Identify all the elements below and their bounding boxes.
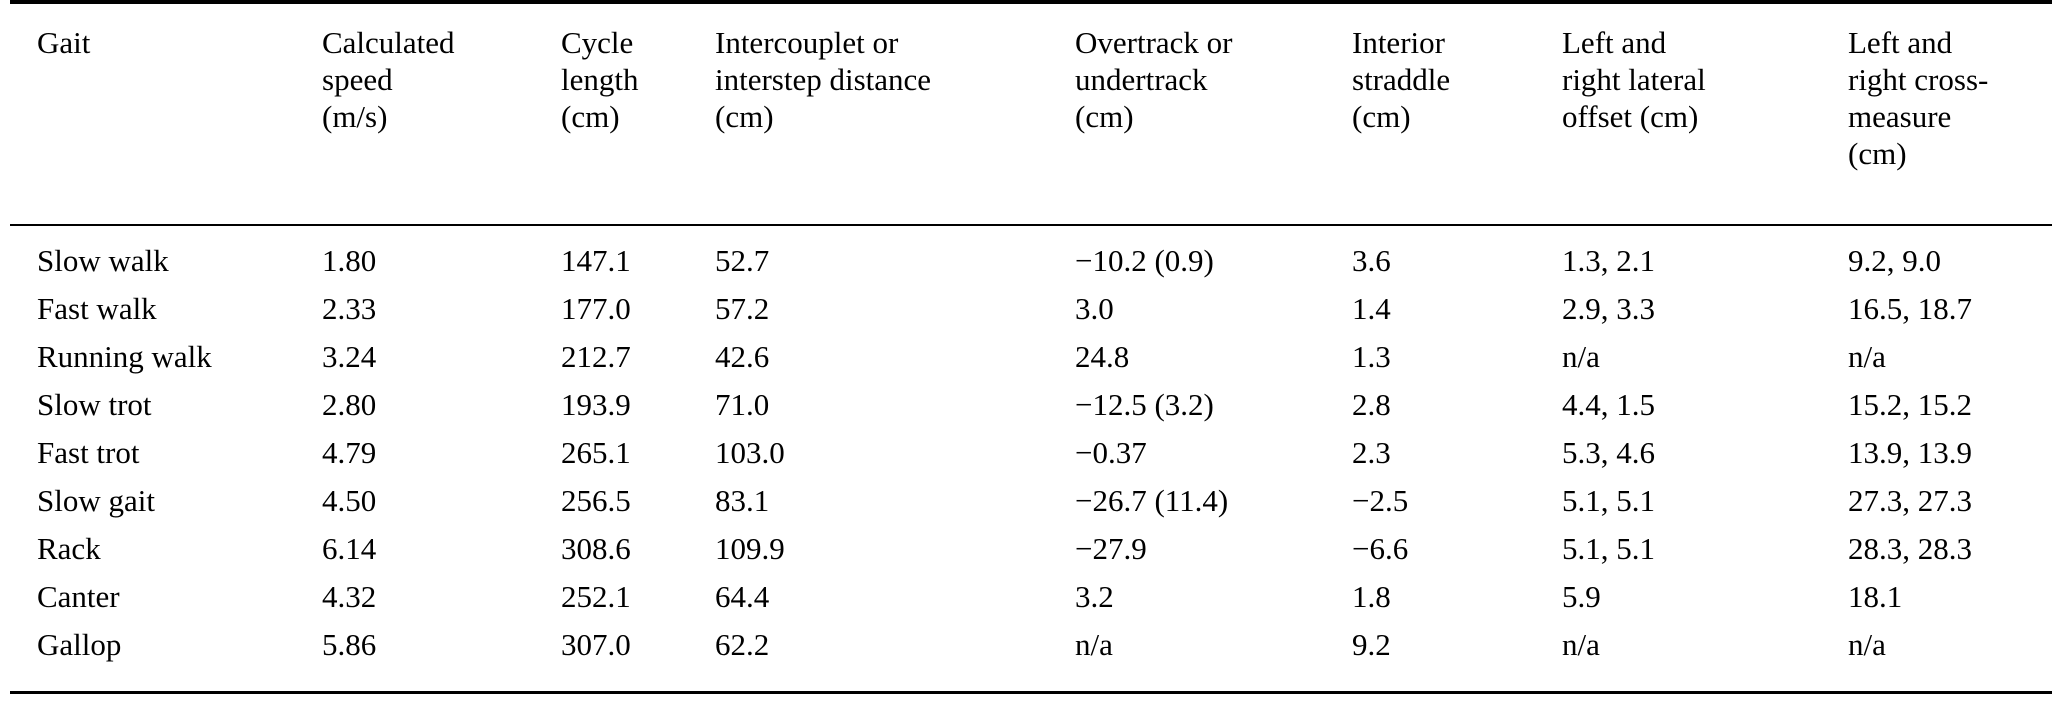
- data-cell: 2.33: [322, 291, 377, 326]
- data-cell: 2.8: [1352, 387, 1391, 422]
- data-cell: 256.5: [561, 483, 631, 518]
- data-cell: 5.1, 5.1: [1562, 531, 1655, 566]
- row-header-gait: Fast walk: [37, 291, 157, 326]
- data-cell: n/a: [1562, 339, 1600, 374]
- data-cell: −26.7 (11.4): [1075, 483, 1229, 518]
- table-row: Canter 4.32 252.1 64.4 3.2 1.8 5.9 18.1: [10, 573, 2052, 621]
- column-header-speed: Calculated speed (m/s): [322, 25, 455, 134]
- column-header-cycle-length: Cycle length (cm): [561, 25, 639, 134]
- data-cell: 2.80: [322, 387, 377, 422]
- column-header-lateral-offset: Left and right lateral offset (cm): [1562, 25, 1706, 134]
- data-cell: −12.5 (3.2): [1075, 387, 1214, 422]
- column-header-gait: Gait: [37, 25, 91, 60]
- data-cell: 3.6: [1352, 243, 1391, 278]
- data-cell: 265.1: [561, 435, 631, 470]
- data-cell: 307.0: [561, 627, 631, 662]
- table-row: Rack 6.14 308.6 109.9 −27.9 −6.6 5.1, 5.1 28.3,…: [10, 525, 2052, 573]
- data-cell: 109.9: [715, 531, 785, 566]
- data-cell: 177.0: [561, 291, 631, 326]
- table-header: Gait Calculated speed (m/s) Cycle length…: [10, 2, 2052, 225]
- data-cell: 83.1: [715, 483, 770, 518]
- table-row: Fast trot 4.79 265.1 103.0 −0.37 2.3 5.3, 4.6 1…: [10, 429, 2052, 477]
- table-body: Slow walk 1.80 147.1 52.7 −10.2 (0.9) 3.6 1.3,…: [10, 225, 2052, 693]
- data-cell: 52.7: [715, 243, 770, 278]
- row-header-gait: Gallop: [37, 627, 122, 662]
- row-header-gait: Slow trot: [37, 387, 152, 422]
- row-header-gait: Rack: [37, 531, 101, 566]
- data-cell: 147.1: [561, 243, 631, 278]
- data-cell: −10.2 (0.9): [1075, 243, 1214, 278]
- data-cell: 24.8: [1075, 339, 1130, 374]
- table-row: Running walk 3.24 212.7 42.6 24.8 1.3 n/a n/a: [10, 333, 2052, 381]
- row-header-gait: Slow walk: [37, 243, 169, 278]
- data-cell: 1.8: [1352, 579, 1391, 614]
- data-cell: 4.32: [322, 579, 377, 614]
- data-cell: 13.9, 13.9: [1848, 435, 1972, 470]
- data-cell: 42.6: [715, 339, 770, 374]
- data-cell: 57.2: [715, 291, 770, 326]
- data-cell: 4.79: [322, 435, 377, 470]
- row-header-gait: Slow gait: [37, 483, 155, 518]
- data-cell: 193.9: [561, 387, 631, 422]
- data-cell: 3.0: [1075, 291, 1114, 326]
- row-header-gait: Fast trot: [37, 435, 140, 470]
- data-cell: 62.2: [715, 627, 770, 662]
- column-header-intercouplet: Intercouplet or interstep distance (cm): [715, 25, 932, 134]
- data-cell: 16.5, 18.7: [1848, 291, 1972, 326]
- table-row: Slow gait 4.50 256.5 83.1 −26.7 (11.4) −2.5 5.…: [10, 477, 2052, 525]
- column-header-overtrack: Overtrack or undertrack (cm): [1075, 25, 1233, 134]
- row-header-gait: Running walk: [37, 339, 212, 374]
- table-row: Slow trot 2.80 193.9 71.0 −12.5 (3.2) 2.8 4.4,…: [10, 381, 2052, 429]
- data-cell: 28.3, 28.3: [1848, 531, 1972, 566]
- row-header-gait: Canter: [37, 579, 120, 614]
- data-cell: 6.14: [322, 531, 377, 566]
- data-cell: 9.2: [1352, 627, 1391, 662]
- data-cell: 2.9, 3.3: [1562, 291, 1655, 326]
- data-cell: n/a: [1848, 339, 1886, 374]
- data-cell: 103.0: [715, 435, 785, 470]
- data-cell: 5.86: [322, 627, 377, 662]
- data-cell: 308.6: [561, 531, 631, 566]
- data-cell: 5.9: [1562, 579, 1601, 614]
- data-cell: 18.1: [1848, 579, 1903, 614]
- table-row: Slow walk 1.80 147.1 52.7 −10.2 (0.9) 3.6 1.3,…: [10, 225, 2052, 285]
- data-cell: 3.24: [322, 339, 377, 374]
- gait-parameters-table: Gait Calculated speed (m/s) Cycle length…: [10, 0, 2052, 694]
- data-cell: −27.9: [1075, 531, 1147, 566]
- data-cell: n/a: [1848, 627, 1886, 662]
- data-cell: −0.37: [1075, 435, 1147, 470]
- column-header-straddle: Interior straddle (cm): [1352, 25, 1451, 134]
- data-cell: 71.0: [715, 387, 770, 422]
- data-cell: 1.80: [322, 243, 377, 278]
- data-cell: 1.3, 2.1: [1562, 243, 1655, 278]
- data-cell: 64.4: [715, 579, 770, 614]
- data-cell: −2.5: [1352, 483, 1409, 518]
- data-cell: 3.2: [1075, 579, 1114, 614]
- table-row: Gallop 5.86 307.0 62.2 n/a 9.2 n/a n/a: [10, 621, 2052, 693]
- table-row: Fast walk 2.33 177.0 57.2 3.0 1.4 2.9, 3.3 16.5…: [10, 285, 2052, 333]
- data-cell: 4.4, 1.5: [1562, 387, 1655, 422]
- data-cell: 5.3, 4.6: [1562, 435, 1655, 470]
- data-cell: 252.1: [561, 579, 631, 614]
- data-cell: 9.2, 9.0: [1848, 243, 1941, 278]
- data-cell: 5.1, 5.1: [1562, 483, 1655, 518]
- data-cell: 212.7: [561, 339, 631, 374]
- data-cell: 2.3: [1352, 435, 1391, 470]
- data-cell: 15.2, 15.2: [1848, 387, 1972, 422]
- data-cell: 4.50: [322, 483, 377, 518]
- data-cell: 1.4: [1352, 291, 1391, 326]
- data-cell: 27.3, 27.3: [1848, 483, 1972, 518]
- data-cell: n/a: [1075, 627, 1113, 662]
- data-cell: −6.6: [1352, 531, 1409, 566]
- column-header-cross-measure: Left and right cross- measure (cm): [1848, 25, 1989, 171]
- data-cell: 1.3: [1352, 339, 1391, 374]
- data-cell: n/a: [1562, 627, 1600, 662]
- header-row: Gait Calculated speed (m/s) Cycle length…: [10, 2, 2052, 225]
